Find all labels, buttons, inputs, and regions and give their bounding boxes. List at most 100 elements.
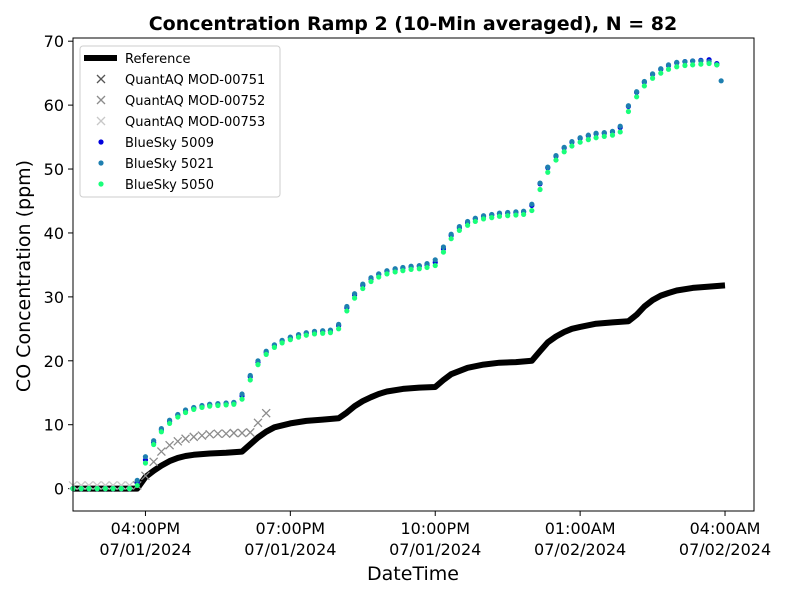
- dot-point: [585, 132, 591, 138]
- y-tick-label: 40: [44, 224, 64, 243]
- legend-label: QuantAQ MOD-00752: [125, 94, 265, 109]
- dot-point: [142, 454, 149, 460]
- legend-label: BlueSky 5009: [125, 136, 214, 151]
- legend-item: Reference: [84, 52, 190, 67]
- dot-point: [182, 409, 189, 416]
- dot-point: [440, 244, 447, 250]
- dot-point: [432, 257, 438, 263]
- dot-point: [690, 58, 696, 64]
- dot-point: [537, 180, 543, 186]
- legend-dot-swatch: [98, 181, 104, 187]
- dot-point: [593, 135, 599, 141]
- dot-point: [718, 78, 724, 84]
- y-tick-label: 0: [54, 480, 64, 499]
- y-tick-label: 60: [44, 96, 64, 115]
- dot-point: [279, 340, 285, 346]
- dot-point: [617, 123, 623, 129]
- x-marker-point: [165, 440, 175, 450]
- dot-point: [625, 108, 632, 115]
- x-marker-point: [108, 480, 118, 490]
- legend-item: QuantAQ MOD-00752: [96, 94, 265, 109]
- legend-box: [79, 45, 281, 198]
- dot-point: [649, 75, 656, 81]
- dot-point: [327, 330, 334, 336]
- legend-item: BlueSky 5021: [98, 157, 214, 172]
- dot-point: [545, 169, 551, 175]
- legend-item: QuantAQ MOD-00753: [96, 115, 265, 130]
- reference-line: [73, 282, 726, 492]
- dot-point: [86, 486, 92, 492]
- legend: Reference QuantAQ MOD-00751 QuantAQ MOD-00…: [79, 45, 281, 198]
- dot-point: [577, 139, 583, 145]
- x-axis-ticks: 04:00PM 07/01/2024 07:00PM 07/01/2024 10:00P…: [99, 511, 771, 559]
- dot-point: [360, 285, 366, 292]
- x-marker-point: [237, 428, 247, 438]
- legend-label: Reference: [125, 52, 190, 67]
- legend-x-swatch: [96, 116, 106, 126]
- x-marker-point: [140, 471, 150, 481]
- x-marker-point: [156, 447, 166, 457]
- dot-point: [287, 337, 293, 343]
- legend-label: BlueSky 5050: [125, 178, 214, 193]
- x-tick-label: 04:00PM 07/01/2024: [99, 519, 191, 559]
- dot-point: [489, 215, 495, 221]
- legend-x-swatch: [96, 74, 106, 84]
- series-quantaq-mod-00752: [132, 408, 271, 490]
- dot-point: [609, 128, 616, 134]
- dot-point: [424, 264, 430, 271]
- x-marker-point: [100, 480, 110, 490]
- x-marker-point: [181, 434, 190, 444]
- dot-point: [392, 269, 398, 275]
- dot-point: [601, 133, 607, 140]
- dot-point: [553, 153, 559, 159]
- plot-series: [68, 57, 726, 492]
- x-marker-point: [213, 429, 223, 439]
- dot-point: [561, 144, 567, 150]
- dot-point: [247, 377, 253, 383]
- dot-point: [545, 164, 551, 170]
- legend-label: QuantAQ MOD-00751: [125, 73, 265, 88]
- dot-point: [336, 326, 342, 332]
- dot-point: [682, 59, 688, 65]
- x-marker-point: [173, 436, 183, 446]
- dot-point: [649, 71, 656, 77]
- dot-point: [78, 486, 84, 492]
- dot-point: [577, 135, 583, 141]
- y-tick-label: 70: [44, 32, 64, 51]
- dot-point: [601, 130, 607, 136]
- dot-point: [110, 486, 116, 492]
- dot-point: [529, 201, 535, 207]
- dot-point: [456, 223, 462, 230]
- dot-point: [351, 291, 358, 297]
- x-tick-label: 10:00PM 07/01/2024: [389, 519, 481, 559]
- dot-point: [102, 486, 108, 492]
- dot-point: [432, 262, 438, 269]
- legend-item: BlueSky 5009: [98, 136, 214, 151]
- series-bluesky-5050: [70, 60, 720, 492]
- dot-point: [641, 83, 647, 89]
- dot-point: [142, 460, 149, 466]
- dot-point: [529, 207, 535, 214]
- x-marker-point: [205, 429, 215, 439]
- y-axis-ticks: 0 10 20 30 40 50 60 70: [44, 32, 73, 499]
- x-marker-point: [149, 457, 159, 467]
- dot-point: [634, 94, 640, 100]
- dot-point: [480, 216, 487, 222]
- dot-point: [569, 138, 575, 145]
- dot-point: [223, 402, 229, 408]
- dot-point: [464, 218, 471, 225]
- dot-point: [617, 129, 623, 135]
- x-tick-label: 04:00AM 07/02/2024: [679, 519, 771, 559]
- dot-point: [239, 391, 245, 397]
- dot-point: [344, 303, 350, 310]
- x-marker-point: [261, 408, 271, 418]
- y-axis-label: CO Concentration (ppm): [13, 160, 35, 392]
- dot-point: [658, 66, 664, 72]
- dot-point: [255, 358, 261, 364]
- dot-point: [553, 157, 559, 163]
- dot-point: [384, 271, 390, 277]
- dot-point: [191, 406, 197, 412]
- dot-point: [513, 212, 519, 218]
- dot-point: [625, 103, 632, 109]
